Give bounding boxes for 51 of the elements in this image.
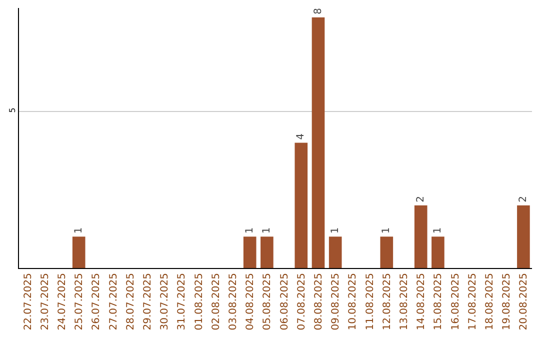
x-tick-label: 25.07.2025 <box>74 273 86 330</box>
data-label: 1 <box>381 227 392 234</box>
x-tick-label: 23.07.2025 <box>40 273 51 330</box>
x-tick-label: 22.07.2025 <box>22 273 34 330</box>
x-tick-label: 02.08.2025 <box>210 273 222 330</box>
x-tick-label: 13.08.2025 <box>399 273 410 330</box>
x-tick-label: 17.08.2025 <box>467 273 478 330</box>
bar <box>72 236 86 268</box>
bar <box>312 17 325 268</box>
data-label: 2 <box>518 196 529 202</box>
x-tick-label: 16.08.2025 <box>450 273 462 330</box>
bar <box>243 236 256 268</box>
x-tick-label: 06.08.2025 <box>279 273 290 330</box>
x-tick-label: 11.08.2025 <box>364 273 376 330</box>
x-tick-label: 28.07.2025 <box>125 273 136 330</box>
bar <box>517 205 530 268</box>
x-tick-label: 03.08.2025 <box>228 273 239 330</box>
bar <box>294 142 308 268</box>
x-tick-label: 04.08.2025 <box>245 273 256 330</box>
x-tick-label: 18.08.2025 <box>484 273 496 330</box>
x-tick-label: 24.07.2025 <box>57 273 68 330</box>
x-tick-label: 01.08.2025 <box>194 273 205 330</box>
x-tick-label: 08.08.2025 <box>314 273 324 330</box>
x-tick-label: 14.08.2025 <box>416 273 428 330</box>
x-tick-label: 26.07.2025 <box>91 273 102 330</box>
bar <box>432 236 444 268</box>
data-label: 1 <box>261 227 272 234</box>
x-tick-label: 07.08.2025 <box>296 273 308 330</box>
x-tick-label: 10.08.2025 <box>348 273 359 330</box>
bar <box>380 236 394 268</box>
x-tick-label: 15.08.2025 <box>433 273 444 330</box>
x-tick-label: 12.08.2025 <box>382 273 393 330</box>
bar <box>414 205 428 268</box>
data-label: 1 <box>244 227 256 234</box>
x-tick-label: 31.07.2025 <box>176 273 188 330</box>
x-tick-label: 27.07.2025 <box>108 273 120 330</box>
data-label: 1 <box>432 227 444 234</box>
bar <box>260 236 274 268</box>
x-tick-label: 05.08.2025 <box>262 273 274 330</box>
x-tick-label: 29.07.2025 <box>142 273 154 330</box>
x-tick-label: 19.08.2025 <box>502 273 513 330</box>
y-tick-label: 5 <box>8 108 17 113</box>
data-label: 1 <box>330 227 341 234</box>
x-tick-label: 09.08.2025 <box>330 273 342 330</box>
x-tick-label: 20.08.2025 <box>518 273 530 330</box>
data-label: 2 <box>415 196 426 202</box>
data-label: 4 <box>296 133 307 140</box>
data-label: 1 <box>73 227 84 234</box>
bar <box>328 236 342 268</box>
x-tick-label: 30.07.2025 <box>160 273 171 330</box>
data-label: 8 <box>312 8 324 14</box>
